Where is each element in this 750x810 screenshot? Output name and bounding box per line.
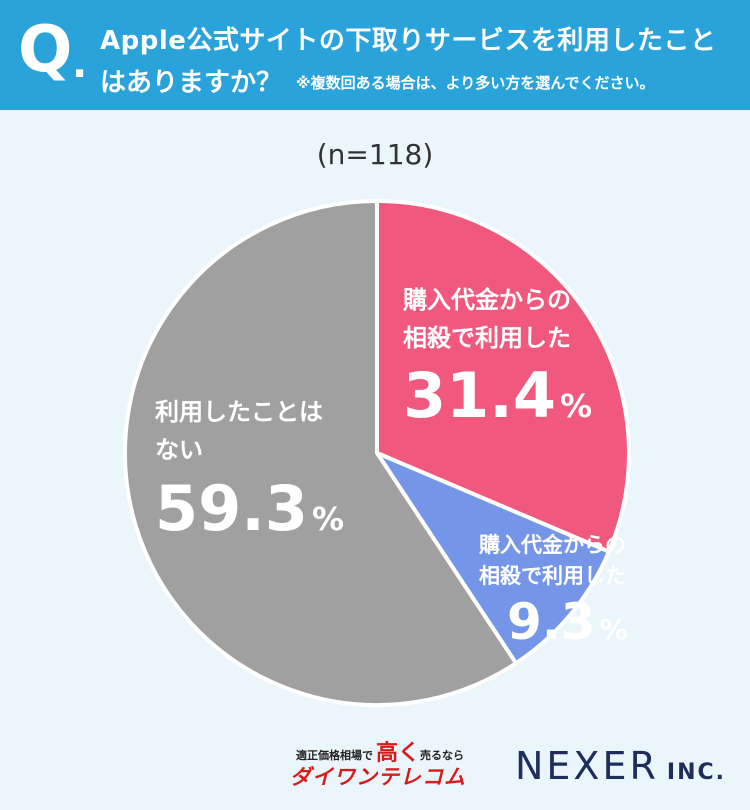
question-line-2-text: はありますか？ (100, 68, 283, 98)
slice-3-label-line-1: 利用したことは (155, 398, 323, 426)
daikoku-tagline-right: 売るなら (420, 749, 464, 762)
nexer-inc: INC. (666, 760, 726, 785)
slice-1-label-line-2: 相殺で利用した (403, 324, 571, 352)
q-mark: Q (18, 13, 73, 87)
slice-2-value-unit: % (600, 613, 628, 646)
slice-3-value-unit: % (312, 500, 344, 538)
daikoku-tagline-big: 高く (376, 740, 421, 766)
slice-1-value: 31.4% (403, 359, 592, 432)
slice-2-label-line-1: 購入代金からの (478, 533, 626, 557)
question-line-1: Apple公式サイトの下取りサービスを利用したこと (100, 26, 717, 56)
slice-1-value-number: 31.4 (403, 359, 556, 432)
question-line-2: はありますか？ ※複数回ある場合は、より多い方を選んでください。 (100, 62, 740, 99)
slice-3-value-number: 59.3 (155, 472, 308, 545)
question-note: ※複数回ある場合は、より多い方を選んでください。 (296, 74, 655, 92)
slice-2-value-number: 9.3 (507, 593, 596, 651)
q-dot: . (72, 41, 88, 87)
pie-slice-2 (375, 451, 611, 666)
daikoku-tagline-left: 適正価格相場で (296, 749, 373, 762)
daikoku-brand: ダイワンテレコム (290, 765, 466, 789)
sample-size: (n=118) (316, 138, 434, 171)
slice-1-value-unit: % (560, 387, 592, 425)
slice-1-label-line-1: 購入代金からの (403, 286, 571, 314)
pie-slice-1 (375, 199, 631, 554)
nexer-logo: NEXER INC. (515, 744, 726, 788)
slice-2-value: 9.3% (507, 593, 628, 651)
slice-2-label-line-2: 相殺で利用した (479, 564, 626, 588)
slice-3-label-line-2: ない (155, 436, 203, 464)
slice-3-value: 59.3% (155, 472, 344, 545)
nexer-wordmark: NEXER (515, 744, 659, 788)
question-header: Q . Apple公式サイトの下取りサービスを利用したこと はありますか？ ※複数… (0, 0, 750, 110)
pie-slices (123, 199, 631, 707)
pie-slice-3 (123, 199, 519, 707)
daikoku-logo: 適正価格相場で 高く 売るなら ダイワンテレコム (290, 733, 490, 789)
